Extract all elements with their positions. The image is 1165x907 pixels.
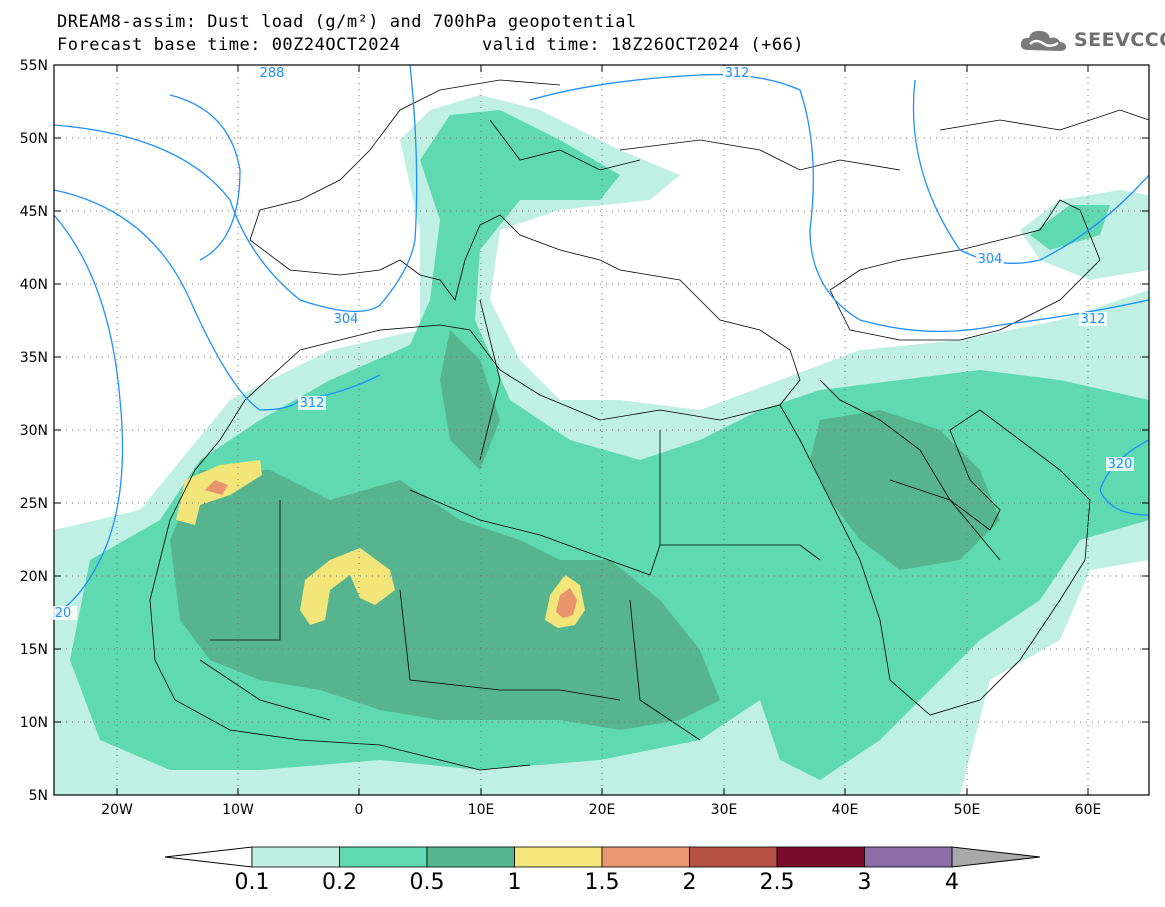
lon-tick-label: 30E — [711, 802, 738, 818]
colorbar-swatch — [601, 846, 690, 868]
colorbar-under-arrow — [164, 846, 253, 868]
dust-region-1.5-chad — [556, 588, 577, 618]
contour-label: 320 — [1108, 457, 1133, 472]
contour-label: 304 — [334, 312, 359, 327]
contour-label: 312 — [725, 66, 750, 81]
lat-tick-label: 20N — [20, 569, 48, 585]
lon-tick-label: 40E — [832, 802, 859, 818]
lat-tick-label: 15N — [20, 642, 48, 658]
colorbar-label: 0.2 — [322, 870, 357, 895]
lat-tick-label: 30N — [20, 423, 48, 439]
colorbar-swatch — [514, 846, 603, 868]
cloud-icon — [1020, 30, 1067, 51]
colorbar-label: 3 — [857, 870, 872, 895]
lat-tick-label: 35N — [20, 350, 48, 366]
colorbar-swatch — [339, 846, 428, 868]
lat-tick-label: 10N — [20, 715, 48, 731]
dust-region-1.5-west — [205, 480, 228, 495]
colorbar-swatch — [864, 846, 953, 868]
colorbar-label: 1.5 — [584, 870, 620, 895]
contour-label: 304 — [978, 252, 1003, 267]
forecast-base-time: Forecast base time: 00Z24OCT2024 — [57, 35, 401, 55]
colorbar-swatch — [689, 846, 778, 868]
logo-text: SEEVCCC — [1074, 29, 1165, 51]
coastlines — [149, 79, 1149, 771]
lon-tick-label: 10W — [222, 802, 254, 818]
colorbar-swatch — [426, 846, 515, 868]
contour-label: 288 — [260, 66, 285, 81]
lat-tick-label: 40N — [20, 277, 48, 293]
lon-tick-label: 0 — [355, 802, 364, 818]
lat-tick-label: 45N — [20, 204, 48, 220]
contour-label: 20 — [55, 606, 72, 621]
graticule — [54, 65, 1149, 795]
seevccc-logo: SEEVCCC — [1018, 26, 1165, 54]
map-title: DREAM8-assim: Dust load (g/m²) and 700hP… — [57, 12, 637, 32]
colorbar-over-arrow — [951, 846, 1041, 868]
colorbar-label: 2 — [682, 870, 697, 895]
lat-tick-label: 25N — [20, 496, 48, 512]
colorbar-swatch — [251, 846, 340, 868]
lon-tick-label: 20E — [589, 802, 616, 818]
dust-region-0.5-arabia — [810, 410, 1000, 570]
dust-region-0.2-caspian — [1030, 205, 1110, 250]
contour-labels: 288 304 312 312 304 312 320 20 — [49, 66, 1134, 621]
dust-region-1-mali — [300, 548, 395, 625]
colorbar-label: 4 — [945, 870, 959, 895]
lat-tick-label: 55N — [20, 58, 48, 74]
lon-tick-label: 60E — [1075, 802, 1102, 818]
colorbar-label: 2.5 — [759, 870, 795, 895]
colorbar-label: 0.1 — [234, 870, 270, 895]
colorbar-label: 1 — [507, 870, 522, 895]
contour-label: 312 — [300, 396, 325, 411]
valid-time: valid time: 18Z26OCT2024 (+66) — [482, 35, 805, 55]
contour-label: 312 — [1081, 312, 1106, 327]
colorbar-label: 0.5 — [409, 870, 445, 895]
lon-tick-label: 20W — [101, 802, 133, 818]
lat-tick-label: 50N — [20, 131, 48, 147]
colorbar-swatch — [776, 846, 865, 868]
lon-tick-label: 50E — [954, 802, 981, 818]
lat-tick-label: 5N — [29, 788, 48, 804]
lon-tick-label: 10E — [468, 802, 495, 818]
geopotential-contours — [54, 65, 1149, 616]
colorbar — [164, 846, 1041, 868]
dust-region-0.5-libya — [440, 330, 500, 470]
axis-ticks: 20W 10W 0 10E 20E 30E 40E 50E 60E 55N 50N 45N 40N 35N… — [20, 58, 1149, 818]
dust-region-0.5 — [170, 470, 720, 730]
map-fields — [54, 65, 1149, 795]
